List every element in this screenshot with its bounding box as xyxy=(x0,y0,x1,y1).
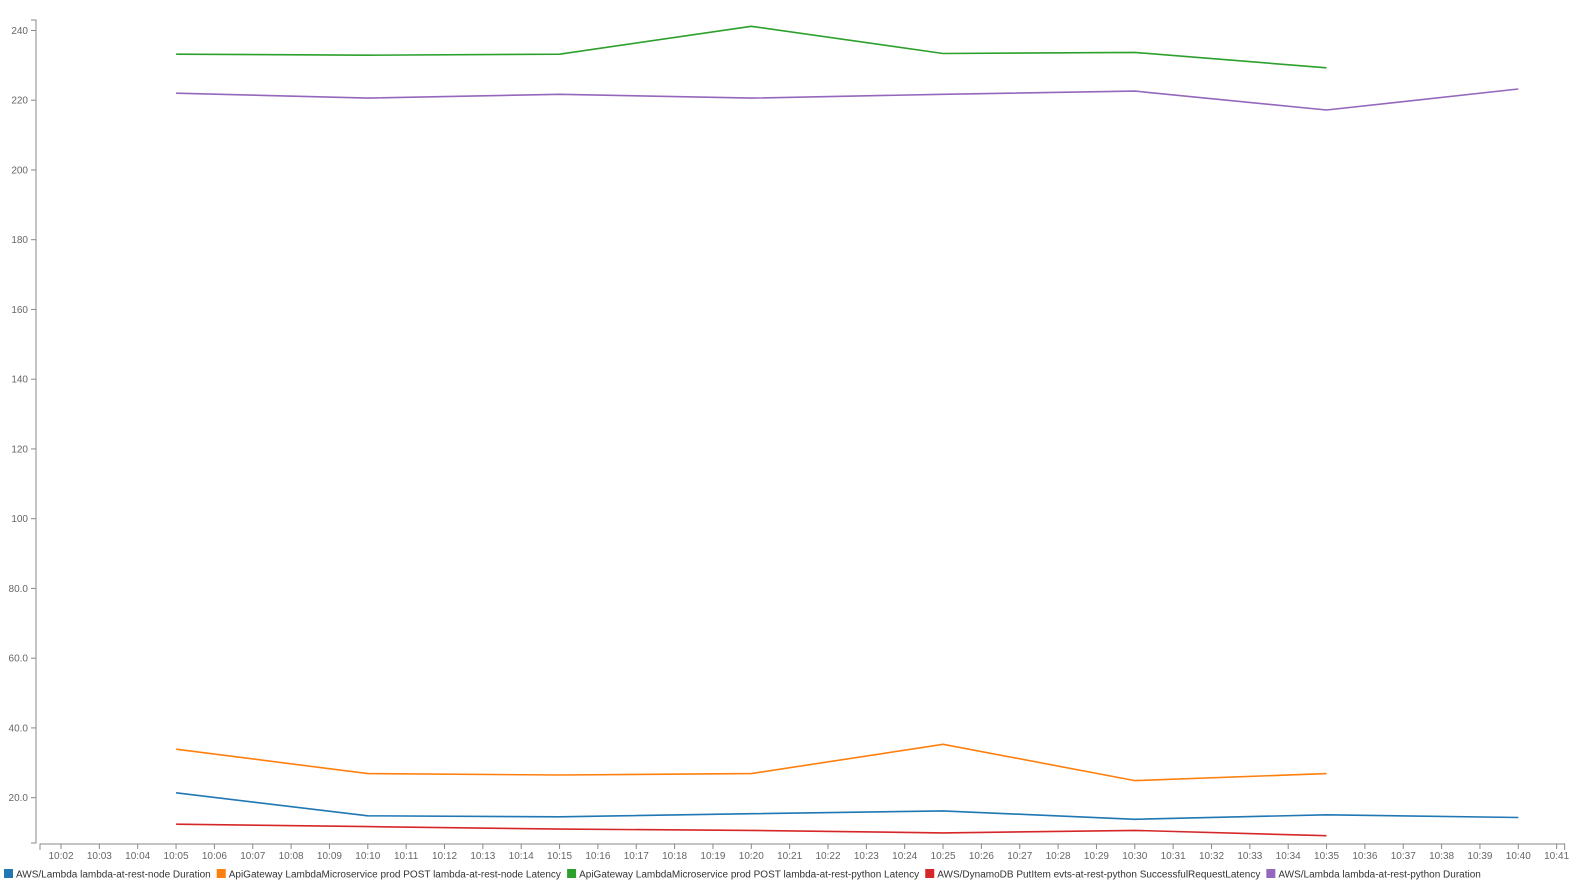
x-tick-label: 10:16 xyxy=(585,851,610,862)
y-tick-label: 240 xyxy=(11,26,28,37)
x-tick-label: 10:30 xyxy=(1122,851,1147,862)
y-tick-label: 220 xyxy=(11,96,28,107)
x-axis: 10:02 10:03 10:04 10:05 10:06 10:07 10:08 10:09… xyxy=(39,843,1570,862)
series-line-3 xyxy=(176,25,1327,69)
y-tick-label: 60.0 xyxy=(9,654,29,665)
x-tick-label: 10:32 xyxy=(1199,851,1224,862)
legend-label: AWS/Lambda lambda-at-rest-python Duratio… xyxy=(1278,870,1481,881)
x-tick-label: 10:36 xyxy=(1352,851,1377,862)
y-tick-label: 120 xyxy=(11,444,28,455)
x-tick-label: 10:07 xyxy=(240,851,265,862)
x-tick-label: 10:39 xyxy=(1467,851,1492,862)
legend-label: ApiGateway LambdaMicroservice prod POST … xyxy=(579,870,919,881)
legend-label: AWS/Lambda lambda-at-rest-node Duration xyxy=(16,870,211,881)
x-tick-label: 10:38 xyxy=(1429,851,1454,862)
series-line-4 xyxy=(176,823,1327,837)
legend-label: AWS/DynamoDB PutItem evts-at-rest-python… xyxy=(937,870,1260,881)
y-tick-label: 140 xyxy=(11,375,28,386)
x-tick-label: 10:13 xyxy=(470,851,495,862)
x-tick-label: 10:28 xyxy=(1046,851,1071,862)
x-tick-label: 10:27 xyxy=(1007,851,1032,862)
y-tick-label: 40.0 xyxy=(9,723,29,734)
x-tick-label: 10:08 xyxy=(279,851,304,862)
x-tick-label: 10:37 xyxy=(1391,851,1416,862)
x-tick-label: 10:04 xyxy=(125,851,150,862)
legend-swatch xyxy=(216,869,226,878)
x-tick-label: 10:10 xyxy=(355,851,380,862)
x-tick-label: 10:11 xyxy=(394,851,419,862)
series-line-5 xyxy=(176,88,1519,111)
legend-swatch xyxy=(567,869,577,878)
x-tick-label: 10:15 xyxy=(547,851,572,862)
x-tick-label: 10:34 xyxy=(1276,851,1301,862)
legend-swatch xyxy=(925,869,935,878)
x-tick-label: 10:33 xyxy=(1237,851,1262,862)
x-tick-label: 10:23 xyxy=(854,851,879,862)
x-tick-label: 10:20 xyxy=(739,851,764,862)
x-tick-label: 10:22 xyxy=(815,851,840,862)
y-axis-line xyxy=(31,19,37,844)
legend-swatch xyxy=(1266,869,1276,878)
x-tick-label: 10:41 xyxy=(1544,851,1569,862)
series-line-1 xyxy=(176,792,1519,821)
x-tick-label: 10:19 xyxy=(700,851,725,862)
x-tick-label: 10:25 xyxy=(931,851,956,862)
y-tick-label: 20.0 xyxy=(9,793,29,804)
y-tick-label: 200 xyxy=(11,165,28,176)
x-axis-line xyxy=(39,843,1566,850)
x-tick-label: 10:09 xyxy=(317,851,342,862)
x-tick-label: 10:26 xyxy=(969,851,994,862)
series-lines xyxy=(175,25,1519,837)
x-tick-label: 10:06 xyxy=(202,851,227,862)
y-tick-label: 180 xyxy=(11,235,28,246)
x-tick-label: 10:31 xyxy=(1161,851,1186,862)
y-axis: 20.0 40.0 60.0 80.0 100 120 140 160 180 200 220 240 xyxy=(9,19,37,844)
legend-label: ApiGateway LambdaMicroservice prod POST … xyxy=(229,870,561,881)
y-tick-label: 100 xyxy=(11,514,28,525)
x-tick-label: 10:24 xyxy=(892,851,917,862)
x-tick-label: 10:17 xyxy=(624,851,649,862)
x-tick-label: 10:29 xyxy=(1084,851,1109,862)
x-tick-label: 10:02 xyxy=(48,851,73,862)
x-tick-label: 10:21 xyxy=(777,851,802,862)
x-tick-label: 10:03 xyxy=(87,851,112,862)
x-tick-label: 10:40 xyxy=(1506,851,1531,862)
x-tick-label: 10:12 xyxy=(432,851,457,862)
x-tick-label: 10:18 xyxy=(662,851,687,862)
legend: AWS/Lambda lambda-at-rest-node Duration A… xyxy=(4,869,1481,881)
y-tick-label: 80.0 xyxy=(9,584,29,595)
x-tick-label: 10:14 xyxy=(509,851,534,862)
series-line-2 xyxy=(175,743,1327,782)
y-tick-label: 160 xyxy=(11,305,28,316)
x-tick-label: 10:35 xyxy=(1314,851,1339,862)
x-tick-label: 10:05 xyxy=(164,851,189,862)
legend-swatch xyxy=(4,869,13,878)
